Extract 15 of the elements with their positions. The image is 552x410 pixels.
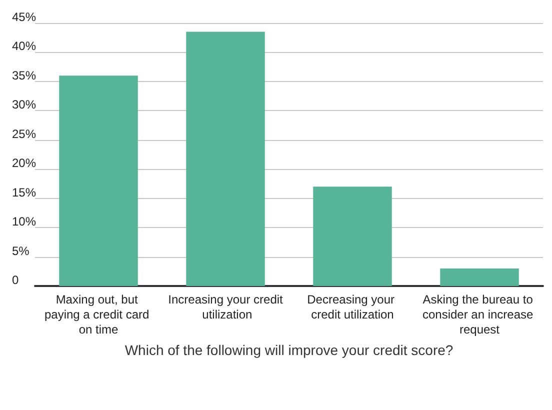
y-tick-label: 30% [12, 98, 36, 112]
x-axis-title: Which of the following will improve your credit score? [124, 342, 454, 358]
y-tick-label: 20% [12, 156, 36, 170]
y-tick-label: 10% [12, 214, 36, 229]
x-tick-label: Increasing your credit utilization [168, 292, 284, 322]
y-tick-label: 45% [12, 10, 36, 24]
x-tick-label: Maxing out, but paying a credit card on time [44, 292, 153, 336]
y-tick-label: 0 [12, 273, 19, 287]
x-tick-label: Asking the bureau to consider an increase request [422, 292, 537, 336]
x-tick-label: Decreasing your credit utilization [307, 292, 398, 322]
y-tick-label: 40% [12, 39, 36, 54]
y-tick-label: 25% [12, 126, 36, 141]
y-tick-label: 35% [12, 68, 36, 82]
y-tick-label: 15% [12, 185, 36, 200]
y-tick-label: 5% [12, 244, 30, 258]
